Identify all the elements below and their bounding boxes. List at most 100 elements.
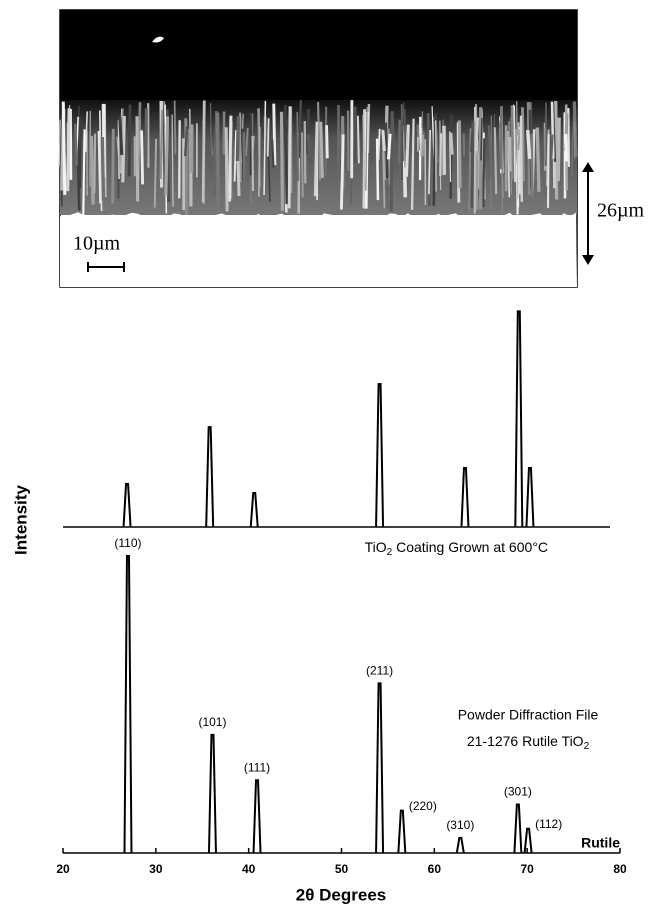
texture-streak — [279, 111, 285, 211]
texture-streak — [535, 127, 541, 192]
x-axis-label: 2θ Degrees — [296, 885, 386, 904]
texture-streak — [474, 117, 480, 152]
peak-label: (220) — [409, 799, 437, 813]
texture-streak — [58, 119, 61, 167]
speck — [152, 36, 164, 43]
texture-streak — [556, 117, 561, 182]
texture-streak — [283, 105, 289, 205]
texture-streak — [449, 131, 452, 183]
texture-streak — [487, 124, 492, 157]
x-tick-label: 40 — [242, 862, 256, 876]
texture-streak — [235, 116, 241, 162]
texture-streak — [209, 103, 213, 169]
peak — [123, 555, 133, 854]
texture-streak — [482, 138, 486, 208]
x-tick-label: 70 — [520, 862, 534, 876]
texture-streak — [98, 110, 103, 212]
texture-streak — [499, 106, 503, 170]
peak — [122, 482, 132, 528]
note-line: Powder Diffraction File — [458, 707, 599, 723]
texture-streak — [353, 106, 357, 164]
label-part: Coating Grown at 600°C — [392, 539, 548, 555]
texture-streak — [272, 103, 277, 166]
x-tick-label: 60 — [428, 862, 442, 876]
texture-streak — [377, 128, 381, 161]
micrograph: 10µm 26µm — [58, 9, 645, 288]
note-part: 21-1276 Rutile TiO — [467, 733, 584, 749]
x-tick-label: 20 — [56, 862, 70, 876]
peak — [513, 803, 523, 854]
texture-streak — [530, 134, 534, 198]
texture-streak — [263, 100, 267, 196]
peak — [375, 682, 385, 854]
x-tick-label: 50 — [335, 862, 349, 876]
texture-streak — [138, 119, 141, 163]
texture-streak — [517, 129, 522, 151]
texture-streak — [550, 134, 554, 162]
texture-streak — [300, 132, 304, 198]
texture-streak — [389, 111, 394, 212]
peak-label: (110) — [114, 536, 141, 550]
texture-streak — [271, 139, 275, 168]
texture-streak — [159, 109, 164, 180]
texture-streak — [526, 129, 532, 160]
texture-streak — [97, 130, 102, 204]
texture-streak — [100, 137, 106, 201]
texture-streak — [564, 133, 569, 162]
texture-streak — [370, 137, 375, 163]
texture-streak — [401, 102, 405, 180]
texture-streak — [470, 121, 475, 208]
texture-streak — [480, 117, 483, 161]
texture-streak — [89, 135, 95, 205]
texture-streak — [510, 105, 515, 180]
label-subscript: 2 — [387, 547, 393, 558]
texture-streak — [410, 118, 415, 210]
texture-streak — [118, 116, 124, 156]
texture-streak — [397, 119, 401, 165]
texture-streak — [233, 130, 237, 182]
substrate-fill — [61, 222, 576, 286]
texture-streak — [82, 129, 86, 216]
texture-streak — [201, 100, 206, 203]
texture-streak — [257, 127, 261, 197]
texture-streak — [384, 122, 389, 179]
texture-streak — [296, 112, 300, 181]
texture-streak — [171, 114, 174, 207]
texture-streak — [449, 132, 454, 155]
texture-streak — [339, 134, 345, 210]
peak-label: (211) — [366, 663, 393, 677]
texture-streak — [313, 121, 319, 197]
texture-streak — [419, 128, 423, 154]
peak-label: (310) — [446, 818, 474, 832]
texture-streak — [554, 100, 559, 200]
note-subscript: 2 — [584, 741, 590, 752]
texture-streak — [549, 127, 551, 162]
texture-streak — [362, 115, 366, 209]
texture-streak — [513, 105, 516, 183]
texture-streak — [457, 120, 462, 189]
peak — [252, 779, 262, 854]
peak — [523, 827, 533, 854]
texture-streak — [93, 133, 97, 194]
texture-streak — [117, 120, 120, 180]
peak — [375, 382, 385, 528]
texture-streak — [449, 114, 453, 199]
texture-streak — [428, 129, 432, 195]
peak-label: (111) — [244, 760, 270, 774]
texture-streak — [318, 121, 324, 179]
x-tick-label: 80 — [613, 862, 627, 876]
texture-streak — [550, 101, 555, 159]
texture-streak — [387, 133, 392, 160]
texture-streak — [84, 111, 89, 152]
peak — [397, 809, 407, 854]
thickness-label: 26µm — [597, 200, 645, 222]
peak — [525, 466, 535, 528]
texture-streak — [516, 101, 519, 199]
texture-streak — [266, 118, 270, 157]
texture-streak — [403, 108, 407, 168]
texture-streak — [183, 126, 189, 157]
label-part: TiO — [365, 539, 387, 555]
texture-streak — [73, 123, 79, 166]
texture-streak — [305, 109, 310, 154]
